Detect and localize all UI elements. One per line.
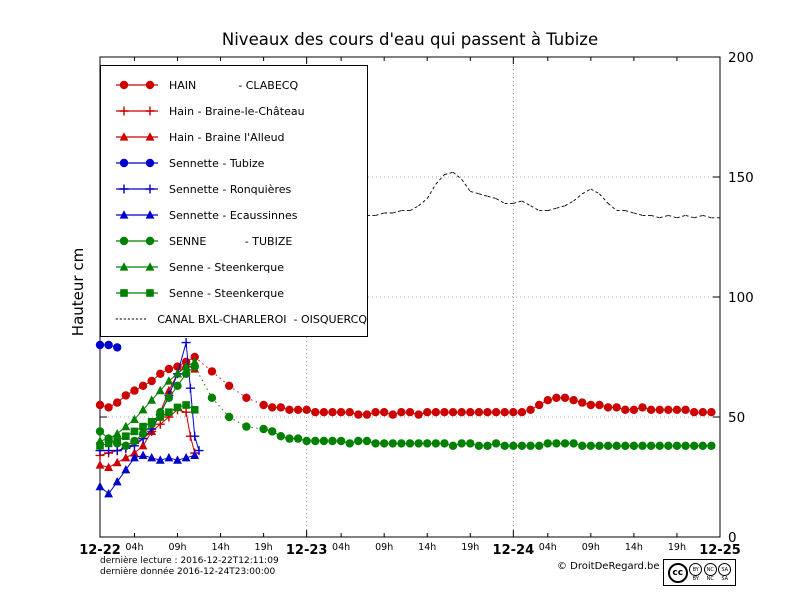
chart-title: Niveaux des cours d'eau qui passent à Tu… (221, 30, 599, 49)
legend-label: Senne - Steenkerque (169, 260, 285, 274)
axis-tick-label: 12-23 (286, 543, 328, 558)
footer-info: dernière lecture : 2016-12-22T12:11:09 d… (100, 556, 279, 577)
axis-tick-label: 12-24 (493, 543, 535, 558)
axis-tick-label: 200 (728, 50, 754, 66)
legend-marker-canal_bxl_charleroi (115, 318, 147, 320)
cc-sa-label: SA (721, 576, 729, 582)
series-sennette_tubize (95, 340, 122, 352)
cc-by-circle: BY (689, 563, 703, 576)
legend-label: HAIN - CLABECQ (169, 78, 299, 92)
legend-marker-senne_steenkerque_1 (116, 262, 158, 271)
legend-item-hain_clabecq: HAIN - CLABECQ (101, 72, 367, 98)
axis-tick-label: 19h (668, 542, 686, 553)
cc-sa-circle: SA (718, 563, 732, 576)
legend-marker-hain_braine_le_chateau (116, 106, 158, 116)
axis-tick-label: 04h (332, 542, 350, 553)
axis-tick-label: 0 (728, 530, 737, 546)
axis-tick-label: 14h (418, 542, 436, 553)
axis-tick-label: 14h (625, 542, 643, 553)
legend-marker-sennette_ecaussinnes (116, 210, 158, 219)
axis-tick-label: 09h (168, 542, 186, 553)
y-axis: 0 50 100 150 200 (100, 50, 754, 546)
legend-item-senne_steenkerque_1: Senne - Steenkerque (101, 254, 367, 280)
legend-item-canal_bxl_charleroi: CANAL BXL-CHARLEROI - OISQUERCQ (101, 306, 367, 332)
legend-label: Sennette - Tubize (169, 156, 265, 170)
axis-tick-label: 19h (461, 542, 479, 553)
legend-label: Hain - Braine-le-Château (169, 104, 305, 118)
last-reading-text: dernière lecture : 2016-12-22T12:11:09 (100, 556, 279, 566)
legend-item-sennette_tubize: Sennette - Tubize (101, 150, 367, 176)
axis-tick-label: 09h (375, 542, 393, 553)
legend-label: Sennette - Ecaussinnes (169, 208, 298, 222)
axis-tick-label: 12-22 (79, 543, 121, 558)
series-senne_tubize (95, 362, 716, 450)
axis-tick-label: 12-25 (699, 543, 741, 558)
legend-label: Hain - Braine l'Alleud (169, 130, 285, 144)
cc-license-badge[interactable]: cc BY BY NC NC SA SA (663, 559, 736, 586)
chart-legend: HAIN - CLABECQ Hain - Braine-le-Château Ha… (100, 65, 368, 337)
axis-tick-label: 04h (125, 542, 143, 553)
cc-by-label: BY (692, 576, 699, 582)
cc-logo-icon: cc (667, 562, 688, 583)
series-hain_clabecq (95, 352, 716, 419)
cc-by-icon: BY BY (689, 563, 703, 582)
x-axis: 12-22 12-23 12-24 12-25 04h 09h 14h 19h 04h 09h 14… (79, 57, 741, 558)
legend-marker-sennette_ronquieres (116, 184, 158, 194)
series-senne_steenkerque_2 (96, 401, 199, 450)
legend-item-hain_braine_alleud: Hain - Braine l'Alleud (101, 124, 367, 150)
legend-marker-hain_clabecq (116, 80, 158, 90)
axis-tick-label: 09h (582, 542, 600, 553)
legend-label: Senne - Steenkerque (169, 286, 285, 300)
cc-nc-circle: NC (703, 563, 717, 576)
legend-item-senne_tubize: SENNE - TUBIZE (101, 228, 367, 254)
legend-label: SENNE - TUBIZE (169, 234, 293, 248)
legend-label: Sennette - Ronquières (169, 182, 292, 196)
series-hain_braine_le_chateau (95, 405, 200, 460)
axis-tick-label: 150 (728, 170, 754, 186)
legend-item-senne_steenkerque_2: Senne - Steenkerque (101, 280, 367, 306)
legend-marker-sennette_tubize (116, 158, 158, 168)
legend-marker-senne_tubize (116, 236, 158, 246)
legend-item-hain_braine_le_chateau: Hain - Braine-le-Château (101, 98, 367, 124)
last-data-text: dernière donnée 2016-12-24T23:00:00 (100, 566, 276, 577)
axis-tick-label: 14h (212, 542, 230, 553)
axis-tick-label: 04h (539, 542, 557, 553)
legend-marker-senne_steenkerque_2 (116, 289, 158, 297)
copyright-text: © DroitDeRegard.be (557, 561, 660, 572)
axis-tick-label: 50 (728, 410, 745, 426)
series-sennette_ecaussinnes (95, 450, 200, 498)
legend-item-sennette_ecaussinnes: Sennette - Ecaussinnes (101, 202, 367, 228)
axis-tick-label: 100 (728, 290, 754, 306)
axis-tick-label: 19h (255, 542, 273, 553)
legend-label: CANAL BXL-CHARLEROI - OISQUERCQ (157, 312, 367, 326)
cc-nc-label: NC (706, 576, 714, 582)
cc-sa-icon: SA SA (718, 563, 732, 582)
legend-item-sennette_ronquieres: Sennette - Ronquières (101, 176, 367, 202)
cc-nc-icon: NC NC (703, 563, 717, 582)
legend-marker-hain_braine_alleud (116, 132, 158, 141)
